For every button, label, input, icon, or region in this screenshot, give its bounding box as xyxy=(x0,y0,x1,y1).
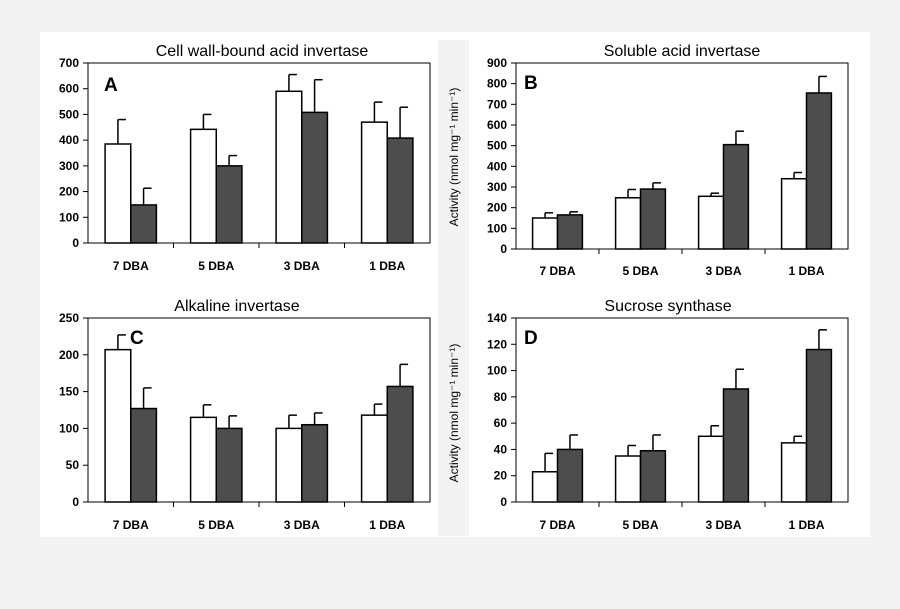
bar-C-s1-1 xyxy=(215,427,243,503)
y-tick-label-D-7: 140 xyxy=(487,311,507,325)
y-tick-label-B-1: 100 xyxy=(487,221,507,235)
y-tick-label-B-9: 900 xyxy=(487,56,507,70)
bar-B-s1-1 xyxy=(639,188,667,250)
bar-A-s0-2 xyxy=(275,90,303,244)
y-tick-label-D-1: 20 xyxy=(494,469,508,483)
chart-title-C: Alkaline invertase xyxy=(174,298,300,315)
y-tick-label-B-4: 400 xyxy=(487,159,507,173)
bar-B-s0-2 xyxy=(697,195,725,250)
bar-A-s1-1 xyxy=(215,165,243,244)
y-tick-label-B-7: 700 xyxy=(487,97,507,111)
chart-title-D: Sucrose synthase xyxy=(604,298,731,315)
panel-divider xyxy=(438,40,469,536)
bar-B-s1-2 xyxy=(722,143,750,250)
y-tick-label-C-5: 250 xyxy=(59,311,79,325)
bar-C-s0-1 xyxy=(189,416,218,503)
y-tick-label-B-5: 500 xyxy=(487,139,507,153)
y-tick-label-B-0: 0 xyxy=(500,242,507,256)
x-category-label-B-1: 5 DBA xyxy=(622,264,658,278)
x-category-label-B-3: 1 DBA xyxy=(788,264,824,278)
y-tick-label-A-6: 600 xyxy=(59,82,79,96)
y-tick-label-C-4: 200 xyxy=(59,348,79,362)
bar-D-s1-3 xyxy=(805,348,833,503)
bar-C-s1-0 xyxy=(130,407,158,503)
bar-D-s1-0 xyxy=(556,448,584,503)
x-category-label-C-1: 5 DBA xyxy=(198,518,234,532)
panel-letter-B: B xyxy=(524,73,538,94)
y-tick-label-C-3: 150 xyxy=(59,385,79,399)
bar-B-s1-3 xyxy=(805,92,833,250)
bar-A-s1-2 xyxy=(301,111,329,244)
y-tick-label-C-0: 0 xyxy=(72,495,79,509)
panel-letter-D: D xyxy=(524,328,538,349)
bar-C-s1-2 xyxy=(301,423,329,503)
y-tick-label-D-2: 40 xyxy=(494,442,508,456)
bar-C-s1-3 xyxy=(386,385,414,503)
bar-C-s0-0 xyxy=(104,348,132,503)
x-category-label-A-0: 7 DBA xyxy=(113,259,149,273)
x-category-label-D-3: 1 DBA xyxy=(788,518,824,532)
bar-C-s0-3 xyxy=(360,414,389,503)
y-tick-label-C-2: 100 xyxy=(59,421,79,435)
y-tick-label-D-4: 80 xyxy=(494,390,508,404)
x-category-label-A-1: 5 DBA xyxy=(198,259,234,273)
y-tick-label-B-3: 300 xyxy=(487,180,507,194)
y-tick-label-A-7: 700 xyxy=(59,56,79,70)
y-axis-label-D: Activity (nmol mg⁻¹ min⁻¹) xyxy=(447,344,461,483)
bar-B-s0-0 xyxy=(531,217,559,250)
chart-title-B: Soluble acid invertase xyxy=(604,43,761,60)
y-tick-label-B-2: 200 xyxy=(487,201,507,215)
y-tick-label-A-5: 500 xyxy=(59,107,79,121)
x-category-label-D-2: 3 DBA xyxy=(705,518,741,532)
x-category-label-C-0: 7 DBA xyxy=(113,518,149,532)
bar-A-s1-0 xyxy=(130,204,158,244)
y-tick-label-A-2: 200 xyxy=(59,185,79,199)
bar-A-s1-3 xyxy=(386,137,414,244)
bar-D-s1-1 xyxy=(639,449,667,503)
bar-D-s0-1 xyxy=(614,455,642,503)
panel-letter-A: A xyxy=(104,75,118,96)
y-tick-label-D-0: 0 xyxy=(500,495,507,509)
bar-D-s0-2 xyxy=(697,435,725,503)
x-category-label-A-2: 3 DBA xyxy=(284,259,320,273)
x-category-label-A-3: 1 DBA xyxy=(369,259,405,273)
bar-A-s0-0 xyxy=(104,143,132,244)
bar-B-s0-3 xyxy=(780,177,808,250)
bar-B-s0-1 xyxy=(614,196,642,250)
y-tick-label-D-5: 100 xyxy=(487,364,507,378)
x-category-label-D-0: 7 DBA xyxy=(539,518,575,532)
bar-B-s1-0 xyxy=(556,214,584,250)
panel-letter-C: C xyxy=(130,328,144,349)
bar-A-s0-3 xyxy=(360,121,389,244)
bar-D-s0-0 xyxy=(531,471,559,503)
bar-D-s1-2 xyxy=(722,388,750,503)
x-category-label-B-0: 7 DBA xyxy=(539,264,575,278)
y-tick-label-D-3: 60 xyxy=(494,416,508,430)
bar-A-s0-1 xyxy=(189,128,218,244)
y-tick-label-D-6: 120 xyxy=(487,337,507,351)
bar-D-s0-3 xyxy=(780,442,808,503)
x-category-label-C-2: 3 DBA xyxy=(284,518,320,532)
y-tick-label-B-8: 800 xyxy=(487,77,507,91)
y-tick-label-A-4: 400 xyxy=(59,133,79,147)
y-tick-label-B-6: 600 xyxy=(487,118,507,132)
y-tick-label-A-1: 100 xyxy=(59,210,79,224)
y-tick-label-A-3: 300 xyxy=(59,159,79,173)
x-category-label-D-1: 5 DBA xyxy=(622,518,658,532)
x-category-label-C-3: 1 DBA xyxy=(369,518,405,532)
bar-C-s0-2 xyxy=(275,427,303,503)
y-tick-label-A-0: 0 xyxy=(72,236,79,250)
y-axis-label-B: Activity (nmol mg⁻¹ min⁻¹) xyxy=(447,88,461,227)
y-tick-label-C-1: 50 xyxy=(66,458,80,472)
chart-title-A: Cell wall-bound acid invertase xyxy=(156,43,369,60)
x-category-label-B-2: 3 DBA xyxy=(705,264,741,278)
